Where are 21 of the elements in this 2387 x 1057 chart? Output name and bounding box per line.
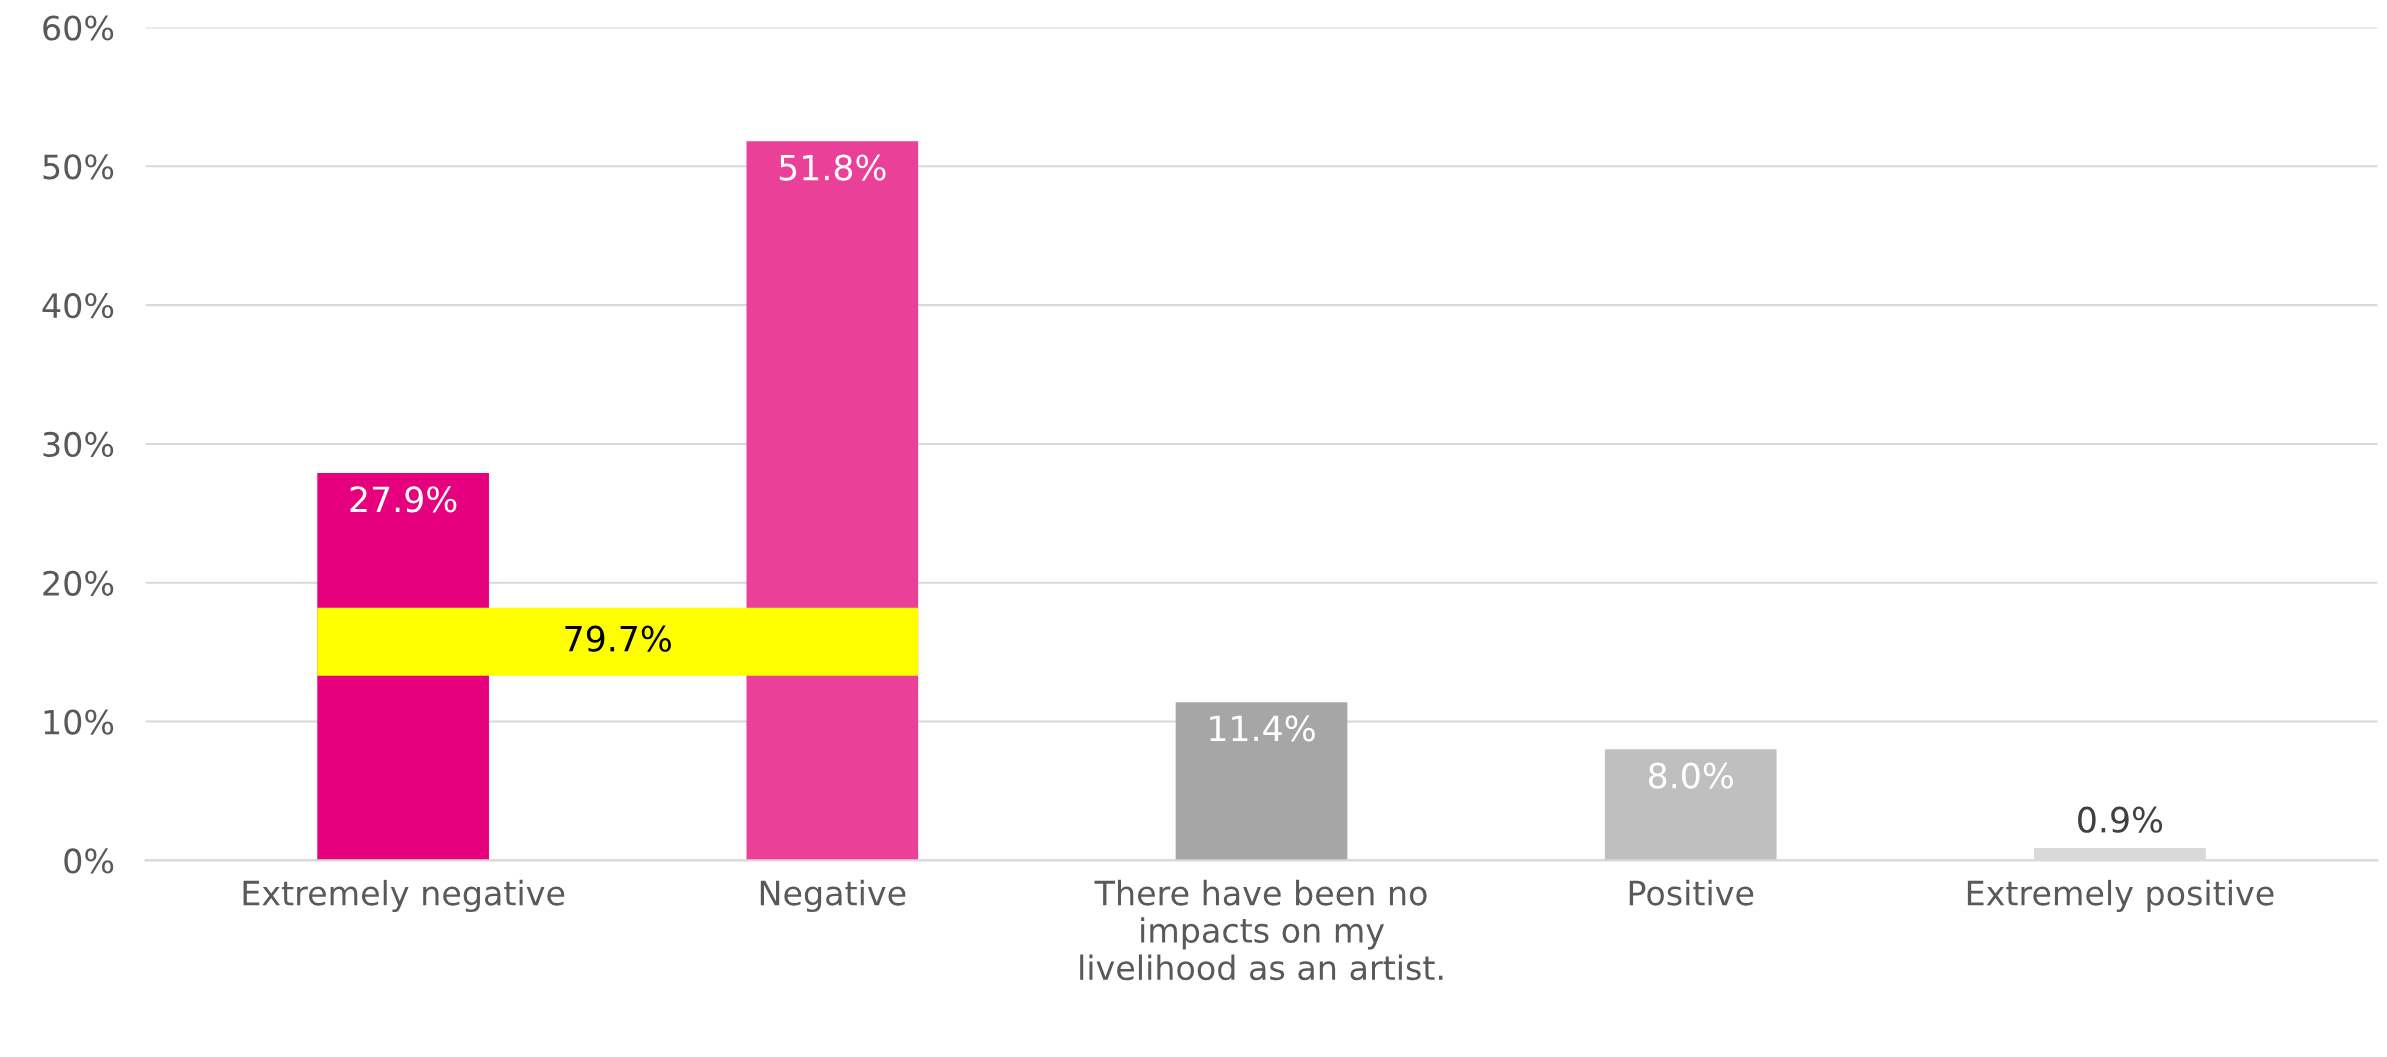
data-label: 0.9% xyxy=(2078,806,2163,833)
data-label: 11.4% xyxy=(1210,715,1315,742)
x-tick-label: Positive xyxy=(1629,879,1754,906)
x-tick-label: Extremely positive xyxy=(1967,879,2274,913)
bar xyxy=(746,141,919,861)
bar xyxy=(1604,749,1777,861)
y-tick-label: 10% xyxy=(44,709,114,735)
x-tick-label: Extremely negative xyxy=(243,879,565,913)
x-tick-label: There have been no impacts on my livelihood as an artist. xyxy=(1080,879,1443,981)
y-tick-label: 40% xyxy=(42,293,114,319)
x-tick-label: Negative xyxy=(760,879,906,913)
data-label: 8.0% xyxy=(1648,762,1733,789)
y-tick-label: 20% xyxy=(43,570,114,596)
bar xyxy=(1175,702,1348,861)
y-tick-label: 0% xyxy=(64,848,114,874)
y-tick-label: 30% xyxy=(43,431,114,458)
annotation: 79.7% xyxy=(565,625,671,652)
data-label: 27.9% xyxy=(350,486,457,513)
y-tick-label: 60% xyxy=(43,15,114,41)
data-label: 51.8% xyxy=(779,154,886,181)
y-tick-label: 50% xyxy=(43,154,114,180)
